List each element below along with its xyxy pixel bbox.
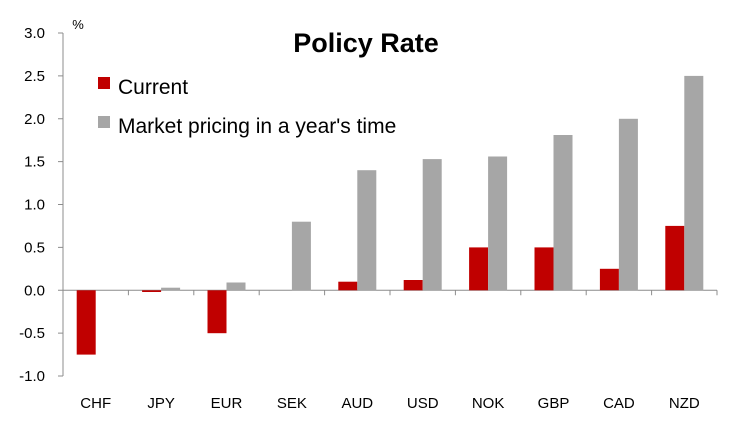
bar-cad-market-pricing bbox=[618, 118, 638, 291]
bar-usd-current bbox=[403, 280, 423, 291]
bar-gbp-current bbox=[534, 247, 554, 291]
x-category-label: SEK bbox=[277, 395, 307, 412]
y-tick-label: 1.5 bbox=[24, 154, 45, 171]
y-tick-label: 0.0 bbox=[24, 282, 45, 299]
x-category-label: CAD bbox=[603, 395, 635, 412]
bar-gbp-market-pricing bbox=[553, 135, 573, 291]
bar-sek-market-pricing bbox=[291, 221, 311, 291]
bar-jpy-market-pricing bbox=[161, 287, 181, 291]
y-tick-label: 2.5 bbox=[24, 68, 45, 85]
bar-jpy-current bbox=[142, 290, 162, 292]
bar-chf-current bbox=[76, 290, 96, 355]
bar-aud-market-pricing bbox=[357, 170, 377, 291]
bar-nzd-market-pricing bbox=[684, 75, 704, 291]
bar-usd-market-pricing bbox=[422, 159, 442, 291]
bar-nok-market-pricing bbox=[488, 156, 508, 291]
bar-nzd-current bbox=[665, 225, 685, 291]
y-tick-label: -0.5 bbox=[19, 325, 45, 342]
bar-nok-current bbox=[469, 247, 489, 291]
y-tick-label: 0.5 bbox=[24, 239, 45, 256]
x-category-label: JPY bbox=[147, 395, 175, 412]
legend-swatch-current bbox=[98, 77, 110, 89]
legend: Current Market pricing in a year's time bbox=[98, 76, 396, 138]
x-category-label: USD bbox=[407, 395, 439, 412]
legend-label-current: Current bbox=[118, 76, 188, 99]
bar-eur-market-pricing bbox=[226, 282, 246, 291]
y-axis-unit: % bbox=[72, 17, 84, 32]
y-tick-label: -1.0 bbox=[19, 368, 45, 385]
bar-aud-current bbox=[338, 281, 358, 291]
legend-label-market-pricing: Market pricing in a year's time bbox=[118, 115, 396, 138]
x-category-label: GBP bbox=[538, 395, 570, 412]
legend-swatch-market-pricing bbox=[98, 116, 110, 128]
y-tick-label: 1.0 bbox=[24, 197, 45, 214]
chart-title: Policy Rate bbox=[293, 28, 439, 58]
x-category-label: NZD bbox=[669, 395, 700, 412]
x-category-label: EUR bbox=[211, 395, 243, 412]
bar-cad-current bbox=[599, 268, 619, 291]
x-category-label: NOK bbox=[472, 395, 505, 412]
y-tick-label: 3.0 bbox=[24, 25, 45, 42]
x-category-label: AUD bbox=[341, 395, 373, 412]
bar-eur-current bbox=[207, 290, 227, 334]
plot-area: 3.0 2.5 2.0 1.5 1.0 0.5 0.0 -0.5 -1.0 CHF JPY EUR SE… bbox=[19, 25, 718, 412]
x-category-label: CHF bbox=[80, 395, 111, 412]
y-tick-label: 2.0 bbox=[24, 111, 45, 128]
